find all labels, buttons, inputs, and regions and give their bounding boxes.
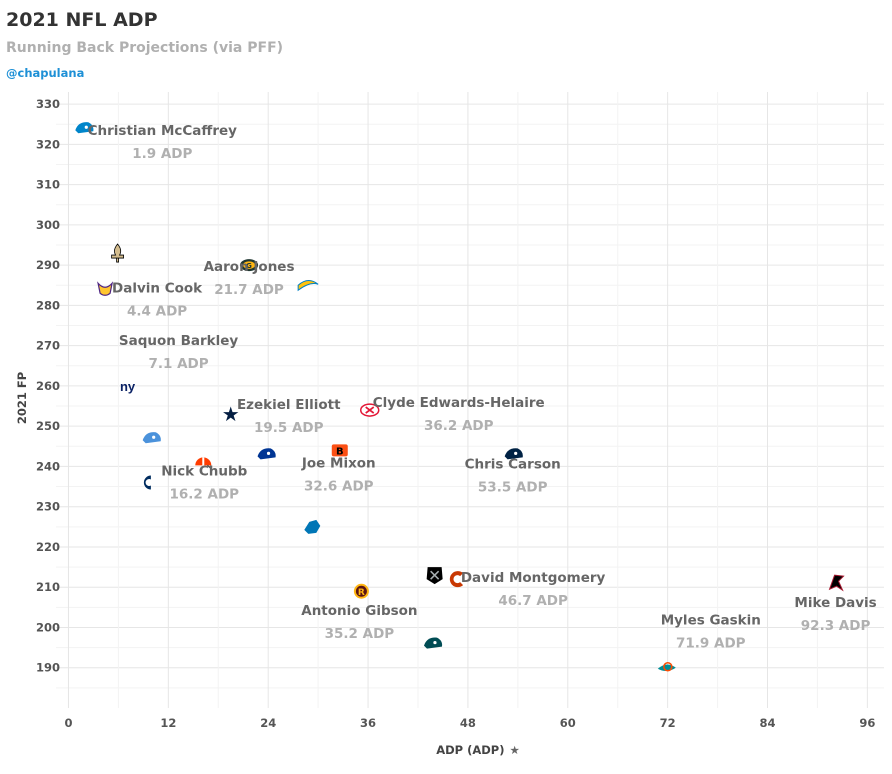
x-tick-label: 0 bbox=[64, 716, 72, 730]
y-tick-label: 290 bbox=[36, 258, 60, 272]
y-tick-label: 190 bbox=[36, 661, 60, 675]
team-logo-icon: ★ bbox=[222, 402, 240, 426]
svg-text:G: G bbox=[246, 262, 252, 270]
chart-subtitle: Running Back Projections (via PFF) bbox=[6, 40, 284, 56]
y-tick-labels: 190 200 210 220 230 240 250 260 270 280 290 300 310 3… bbox=[36, 97, 60, 675]
player-adp-label: 92.3 ADP bbox=[801, 618, 871, 634]
team-logo-icon bbox=[504, 448, 523, 460]
x-tick-label: 84 bbox=[759, 716, 775, 730]
y-tick-label: 240 bbox=[36, 459, 60, 473]
player-adp-label: 36.2 ADP bbox=[424, 418, 494, 434]
x-tick-label: 96 bbox=[859, 716, 875, 730]
y-tick-label: 210 bbox=[36, 580, 60, 594]
x-tick-label: 24 bbox=[260, 716, 276, 730]
player-name-label: Christian McCaffrey bbox=[88, 123, 238, 139]
x-axis-label: ADP (ADP) ★ bbox=[436, 743, 520, 757]
player-adp-label: 71.9 ADP bbox=[676, 636, 746, 652]
player-name-label: Chris Carson bbox=[465, 456, 561, 472]
svg-text:B: B bbox=[336, 446, 344, 457]
x-tick-label: 60 bbox=[560, 716, 576, 730]
star-icon: ★ bbox=[509, 743, 519, 757]
player-adp-label: 16.2 ADP bbox=[170, 486, 240, 502]
svg-text:R: R bbox=[358, 588, 365, 598]
team-logo-icon bbox=[423, 637, 443, 649]
player-adp-label: 21.7 ADP bbox=[214, 282, 284, 298]
player-adp-label: 32.6 ADP bbox=[304, 478, 374, 494]
x-tick-label: 36 bbox=[360, 716, 376, 730]
team-logo-icon bbox=[195, 457, 212, 470]
team-logo-icon bbox=[828, 574, 845, 592]
svg-text:ny: ny bbox=[120, 379, 136, 394]
data-points: ny ★ G B R bbox=[75, 122, 845, 672]
svg-text:★: ★ bbox=[222, 402, 240, 426]
y-axis-label: 2021 FP bbox=[15, 372, 29, 424]
point-labels: Christian McCaffrey 1.9 ADP Dalvin Cook 4.4… bbox=[88, 123, 877, 652]
y-tick-label: 330 bbox=[36, 97, 60, 111]
player-name-label: Clyde Edwards-Helaire bbox=[373, 395, 545, 411]
team-logo-icon bbox=[359, 403, 380, 417]
player-name-label: Saquon Barkley bbox=[119, 333, 239, 349]
team-logo-icon bbox=[111, 243, 124, 263]
team-logo-icon bbox=[142, 432, 161, 444]
y-tick-label: 280 bbox=[36, 298, 60, 312]
team-logo-icon bbox=[257, 448, 276, 460]
team-logo-icon bbox=[657, 661, 676, 672]
player-name-label: Nick Chubb bbox=[161, 463, 247, 479]
team-logo-icon bbox=[97, 281, 114, 296]
player-name-label: Ezekiel Elliott bbox=[237, 397, 341, 413]
chart-credit: @chapulana bbox=[6, 66, 85, 80]
x-tick-label: 12 bbox=[160, 716, 176, 730]
y-tick-label: 250 bbox=[36, 419, 60, 433]
team-logo-icon bbox=[449, 571, 464, 588]
player-name-label: Aaron Jones bbox=[204, 259, 295, 275]
team-logo-icon bbox=[75, 122, 94, 134]
player-adp-label: 35.2 ADP bbox=[325, 626, 395, 642]
y-tick-label: 200 bbox=[36, 620, 60, 634]
gridlines bbox=[56, 92, 884, 708]
team-logo-icon bbox=[304, 519, 321, 534]
player-name-label: Antonio Gibson bbox=[301, 603, 417, 619]
player-adp-label: 46.7 ADP bbox=[498, 593, 568, 609]
y-tick-label: 220 bbox=[36, 540, 60, 554]
y-tick-label: 300 bbox=[36, 218, 60, 232]
team-logo-icon bbox=[426, 567, 443, 585]
x-tick-label: 48 bbox=[460, 716, 476, 730]
player-name-label: Myles Gaskin bbox=[661, 613, 761, 629]
x-tick-labels: 0 12 24 36 48 60 72 84 96 bbox=[64, 716, 875, 730]
y-tick-label: 320 bbox=[36, 137, 60, 151]
x-tick-label: 72 bbox=[660, 716, 676, 730]
player-adp-label: 53.5 ADP bbox=[478, 479, 548, 495]
team-logo-icon: R bbox=[353, 583, 369, 599]
y-tick-label: 260 bbox=[36, 379, 60, 393]
y-tick-label: 310 bbox=[36, 178, 60, 192]
y-tick-label: 230 bbox=[36, 500, 60, 514]
player-adp-label: 4.4 ADP bbox=[127, 303, 187, 319]
player-adp-label: 1.9 ADP bbox=[132, 146, 192, 162]
chart-title: 2021 NFL ADP bbox=[6, 9, 158, 31]
team-logo-icon: G bbox=[240, 259, 259, 272]
team-logo-icon: B bbox=[331, 444, 348, 457]
team-logo-icon bbox=[297, 280, 319, 292]
player-name-label: David Montgomery bbox=[461, 570, 606, 586]
player-adp-label: 7.1 ADP bbox=[148, 356, 208, 372]
y-tick-label: 270 bbox=[36, 339, 60, 353]
team-logo-icon: ny bbox=[120, 379, 136, 394]
player-name-label: Joe Mixon bbox=[301, 455, 376, 471]
player-name-label: Dalvin Cook bbox=[112, 280, 203, 296]
player-name-label: Mike Davis bbox=[794, 595, 876, 611]
team-logo-icon bbox=[143, 475, 151, 490]
player-adp-label: 19.5 ADP bbox=[254, 420, 324, 436]
